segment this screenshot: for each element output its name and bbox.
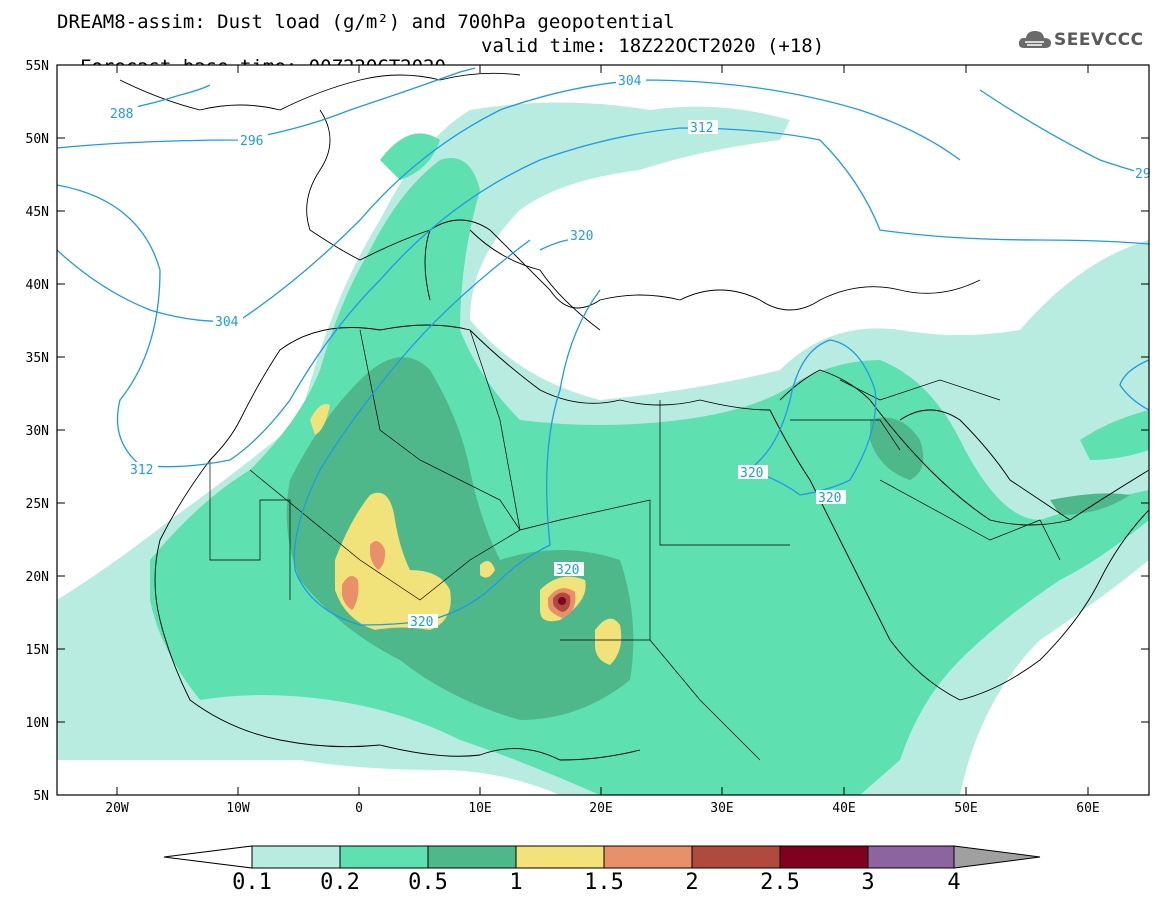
latitude-axis: [57, 64, 1149, 723]
lat-label: 25N: [26, 497, 49, 512]
cloud-icon: [1018, 31, 1051, 48]
lon-label: 40E: [832, 801, 855, 816]
contour-label: 312: [130, 463, 153, 478]
contour-label: 320: [740, 466, 763, 481]
dust-area-1: [310, 404, 622, 665]
contour-labels: 288 296 304 312 320 304 312 320 320 320 …: [108, 73, 1151, 630]
lat-label: 55N: [26, 59, 49, 74]
contour-label: 288: [110, 107, 133, 122]
contour-320-saharan: [293, 239, 601, 626]
contour-312-west: [57, 127, 1149, 468]
seevccc-logo: SEEVCCC: [1018, 28, 1158, 54]
colorbar-label: 4: [947, 870, 961, 895]
lon-label: 10W: [226, 801, 250, 816]
lat-label: 50N: [26, 132, 49, 147]
colorbar-swatch: [603, 845, 693, 869]
contour-304-west: [57, 79, 961, 322]
contour-296: [57, 67, 476, 149]
contour-label: 304: [215, 315, 239, 330]
dust-area-2.5: [558, 597, 566, 605]
contour-label: 296: [240, 134, 263, 149]
colorbar-label: 2.5: [760, 870, 800, 895]
lon-label: 10E: [468, 801, 491, 816]
dust-area-0.5: [286, 357, 1131, 720]
colorbar-label: 3: [861, 870, 875, 895]
latitude-labels: 55N 50N 45N 40N 35N 30N 25N 20N 15N 10N …: [26, 59, 49, 804]
lat-label: 20N: [26, 570, 49, 585]
lon-label: 60E: [1076, 801, 1099, 816]
colorbar-swatch: [515, 845, 605, 869]
map-title: DREAM8-assim: Dust load (g/m²) and 700hP…: [57, 11, 675, 33]
lon-label: 20E: [589, 801, 612, 816]
longitude-axis: [116, 65, 1089, 795]
lat-label: 45N: [26, 205, 49, 220]
contour-312-east: [1119, 359, 1149, 411]
colorbar-label: 0.5: [408, 870, 448, 895]
lat-label: 10N: [26, 716, 49, 731]
colorbar-swatch: [339, 845, 429, 869]
colorbar-swatch: [691, 845, 781, 869]
contour-label: 312: [690, 121, 713, 136]
logo-text: SEEVCCC: [1054, 30, 1144, 50]
lon-label: 30E: [710, 801, 733, 816]
lon-label: 0: [355, 801, 363, 816]
lat-label: 30N: [26, 424, 49, 439]
coastlines: [119, 72, 1149, 761]
colorbar-label: 0.2: [320, 870, 360, 895]
colorbar-label: 2: [685, 870, 699, 895]
lon-label: 50E: [954, 801, 977, 816]
colorbar-label: 1: [509, 870, 523, 895]
colorbar-swatch: [779, 845, 869, 869]
colorbar-labels: 0.1 0.2 0.5 1 1.5 2 2.5 3 4: [0, 870, 1165, 900]
country-borders: [209, 329, 1061, 761]
colorbar-swatch: [867, 845, 955, 869]
contour-label: 304: [618, 74, 642, 89]
dust-field: [57, 102, 1149, 795]
colorbar-swatch: [427, 845, 517, 869]
lat-label: 35N: [26, 351, 49, 366]
contour-label: 320: [570, 229, 593, 244]
geopotential-contours: [57, 67, 1149, 626]
contour-label: 320: [410, 615, 433, 630]
colorbar-label: 0.1: [232, 870, 272, 895]
valid-time: valid time: 18Z22OCT2020 (+18): [481, 35, 825, 57]
colorbar-left-arrow: [163, 845, 253, 869]
contour-label: 320: [556, 563, 579, 578]
colorbar-label: 1.5: [584, 870, 624, 895]
dust-area-1.5: [342, 541, 576, 618]
contour-304-east: [979, 89, 1149, 176]
contour-label: 29: [1135, 167, 1151, 182]
contour-label: 320: [818, 491, 841, 506]
lat-label: 40N: [26, 278, 49, 293]
contour-320-arabia: [748, 339, 877, 496]
lat-label: 5N: [33, 789, 49, 804]
colorbar-right-arrow: [953, 845, 1041, 869]
lon-label: 20W: [105, 801, 129, 816]
longitude-labels: 20W 10W 0 10E 20E 30E 40E 50E 60E: [105, 801, 1099, 816]
lat-label: 15N: [26, 643, 49, 658]
colorbar: [163, 845, 1041, 869]
colorbar-swatch: [251, 845, 341, 869]
